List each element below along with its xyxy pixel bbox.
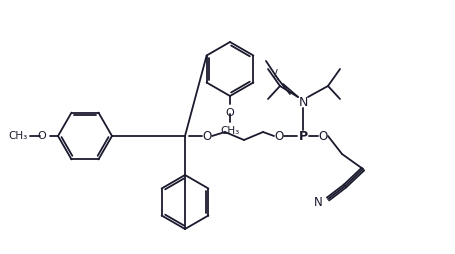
Text: /: / [274,69,278,79]
Text: CH₃: CH₃ [9,131,28,141]
Text: O: O [274,130,283,142]
Text: O: O [318,130,328,142]
Text: N: N [298,96,308,108]
Text: O: O [202,130,212,142]
Text: O: O [226,108,234,118]
Text: O: O [37,131,46,141]
Text: N: N [314,196,323,209]
Text: P: P [298,130,308,142]
Text: CH₃: CH₃ [220,126,240,136]
